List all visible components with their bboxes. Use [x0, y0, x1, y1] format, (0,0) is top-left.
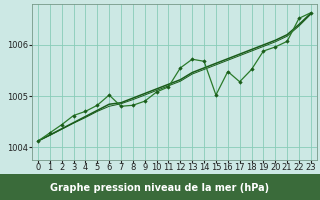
- Text: Graphe pression niveau de la mer (hPa): Graphe pression niveau de la mer (hPa): [51, 183, 269, 193]
